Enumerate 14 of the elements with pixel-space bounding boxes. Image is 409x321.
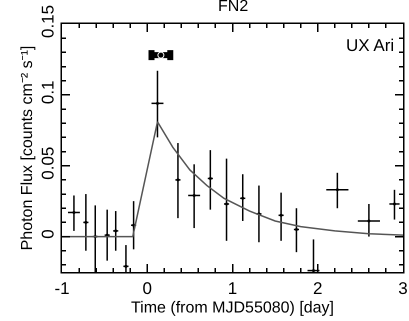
y-tick-label: 0.05 [38,146,58,180]
point [157,52,164,59]
x-tick-label: 1 [228,278,238,298]
x-axis-title: Time (from MJD55080) [day] [130,299,334,316]
y-tick-label: 0.15 [38,4,58,38]
chart-title: FN2 [218,0,248,16]
x-tick-label: 3 [398,278,408,298]
y-tick-label: 0 [38,229,58,239]
y-tick-label: 0.1 [38,80,58,104]
annotation: UX Ari [346,36,394,55]
y-axis-title: Photon Flux [counts cm⁻² s⁻¹] [18,46,36,250]
x-tick-label: -1 [54,278,70,298]
x-tick-label: 2 [313,278,322,298]
x-tick-label: 0 [142,278,152,298]
